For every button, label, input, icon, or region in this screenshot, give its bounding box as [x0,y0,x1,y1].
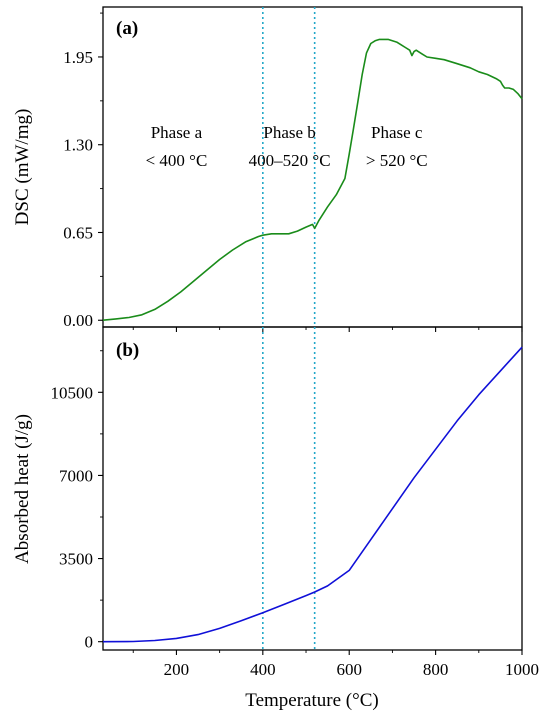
dsc-ytick-label: 0.00 [63,311,93,330]
phase-annotation-2: Phase b [263,123,315,142]
panel-b-ylabel: Absorbed heat (J/g) [12,414,33,564]
phase-annotation-1: < 400 °C [146,151,208,170]
dsc-curve [102,38,523,321]
phase-annotation-3: Phase c [371,123,423,142]
dsc-ytick-label: 1.30 [63,136,93,155]
dsc-ytick-label: 0.65 [63,223,93,242]
heat-ytick-label: 0 [85,633,94,652]
xtick-label: 400 [250,660,276,679]
phase-annotation-2: 400–520 °C [249,151,331,170]
xtick-label: 800 [423,660,449,679]
panel-b-label: (b) [116,340,139,361]
panel-a-marks: 0.00 0.65 1.30 1.95 Phase a < 400 °C Phase b 40… [63,7,523,332]
panel-b-marks: 0 3500 7000 10500 200 400 600 800 1000 [51,327,539,679]
panel-a-label: (a) [116,18,138,39]
panel-b: 0 3500 7000 10500 200 400 600 800 1000 (b) Absor… [12,326,539,711]
xtick-label: 1000 [505,660,539,679]
panel-a: 0.00 0.65 1.30 1.95 Phase a < 400 °C Phase b 40… [12,6,523,332]
xtick-label: 600 [336,660,362,679]
panel-b-frame [102,326,523,651]
xtick-label: 200 [164,660,190,679]
panel-b-xlabel: Temperature (°C) [245,690,378,711]
dsc-ytick-label: 1.95 [63,48,93,67]
heat-ytick-label: 3500 [59,550,93,569]
heat-curve [102,346,523,643]
phase-annotation-1: Phase a [151,123,203,142]
panel-a-ylabel: DSC (mW/mg) [12,109,33,226]
heat-ytick-label: 7000 [59,466,93,485]
phase-annotation-3: > 520 °C [366,151,428,170]
heat-ytick-label: 10500 [51,383,94,402]
